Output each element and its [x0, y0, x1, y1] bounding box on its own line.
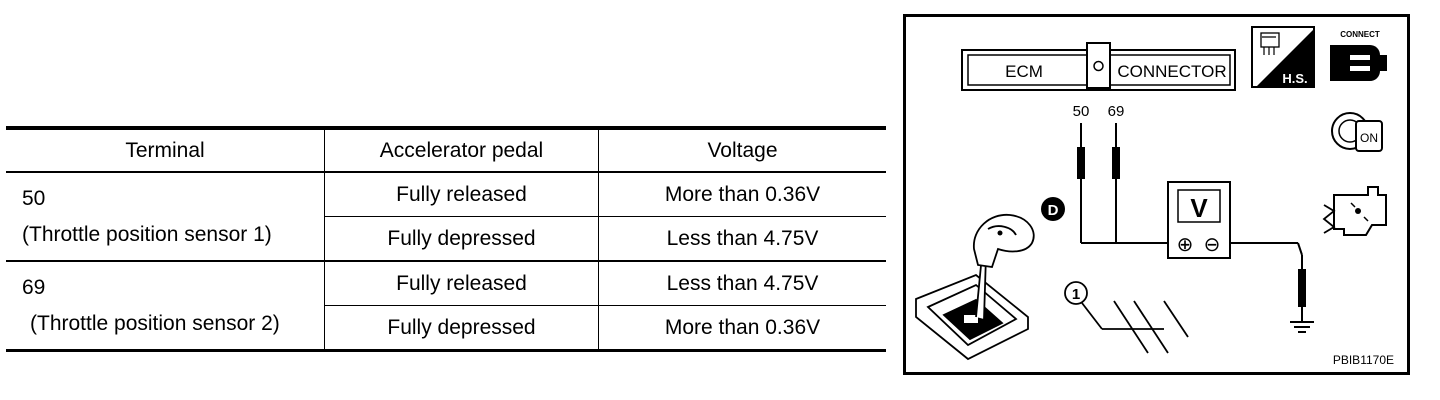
ecm-label: ECM	[1005, 62, 1043, 81]
hs-label: H.S.	[1282, 71, 1307, 86]
voltmeter-plus-terminal: ⊕	[1177, 234, 1194, 256]
ecm-connector: ECM CONNECTOR	[961, 42, 1236, 91]
pedal-cell: Fully released	[324, 172, 599, 217]
table-row: 69 (Throttle position sensor 2) Fully re…	[6, 261, 886, 352]
voltage-cell: More than 0.36V	[598, 172, 886, 217]
callout-number: 1	[1072, 286, 1080, 303]
shift-position-label: D	[1048, 202, 1059, 219]
wiring-diagram-svg: ECM CONNECTOR H.S. CONNECT ON	[915, 26, 1394, 367]
table-row: Fully depressed Less than 4.75V	[6, 216, 886, 262]
shift-position-marker: D	[1041, 197, 1065, 221]
ground-symbol	[1290, 321, 1314, 333]
table-row: 50 (Throttle position sensor 1) Fully re…	[6, 172, 886, 262]
voltage-cell: More than 0.36V	[598, 305, 886, 352]
terminal-69-label: 69	[1108, 103, 1125, 120]
table-row: Fully depressed More than 0.36V	[6, 305, 886, 352]
voltmeter: V ⊕ ⊖	[1167, 181, 1231, 259]
terminal-number: 69	[22, 275, 46, 299]
header-voltage: Voltage	[598, 126, 886, 173]
terminal-voltage-table: Terminal Accelerator pedal Voltage 50 (T…	[6, 126, 886, 352]
terminal-50-label: 50	[1073, 103, 1090, 120]
header-terminal: Terminal	[6, 126, 325, 173]
voltage-cell: Less than 4.75V	[598, 261, 886, 306]
connect-label: CONNECT	[1340, 30, 1380, 39]
shift-lever-icon	[915, 214, 1035, 361]
pedal-cell: Fully depressed	[324, 305, 599, 352]
terminal-name: (Throttle position sensor 1)	[22, 222, 272, 246]
terminal-cell: 50 (Throttle position sensor 1)	[6, 172, 325, 262]
connect-icon: CONNECT	[1330, 30, 1387, 81]
voltage-cell: Less than 4.75V	[598, 216, 886, 262]
terminal-number: 50	[22, 186, 46, 210]
probe-wires	[1077, 123, 1306, 322]
figure-code: PBIB1170E	[1333, 353, 1394, 367]
engine-icon	[1322, 186, 1387, 236]
terminal-cell: 69 (Throttle position sensor 2)	[6, 261, 325, 352]
table-header-row: Terminal Accelerator pedal Voltage	[6, 126, 886, 173]
terminal-name: (Throttle position sensor 2)	[30, 311, 280, 335]
pedal-cell: Fully released	[324, 261, 599, 306]
ignition-on-label: ON	[1360, 131, 1378, 145]
voltmeter-v-label: V	[1190, 193, 1208, 223]
harness-side-icon: H.S.	[1251, 26, 1315, 88]
parking-brake-callout: 1	[1064, 281, 1189, 354]
wiring-diagram: ECM CONNECTOR H.S. CONNECT ON	[903, 14, 1410, 375]
pedal-cell: Fully depressed	[324, 216, 599, 262]
connector-label: CONNECTOR	[1117, 62, 1226, 81]
ignition-key-icon: ON	[1331, 112, 1383, 152]
voltmeter-minus-terminal: ⊖	[1204, 234, 1221, 256]
header-accelerator-pedal: Accelerator pedal	[324, 126, 599, 173]
